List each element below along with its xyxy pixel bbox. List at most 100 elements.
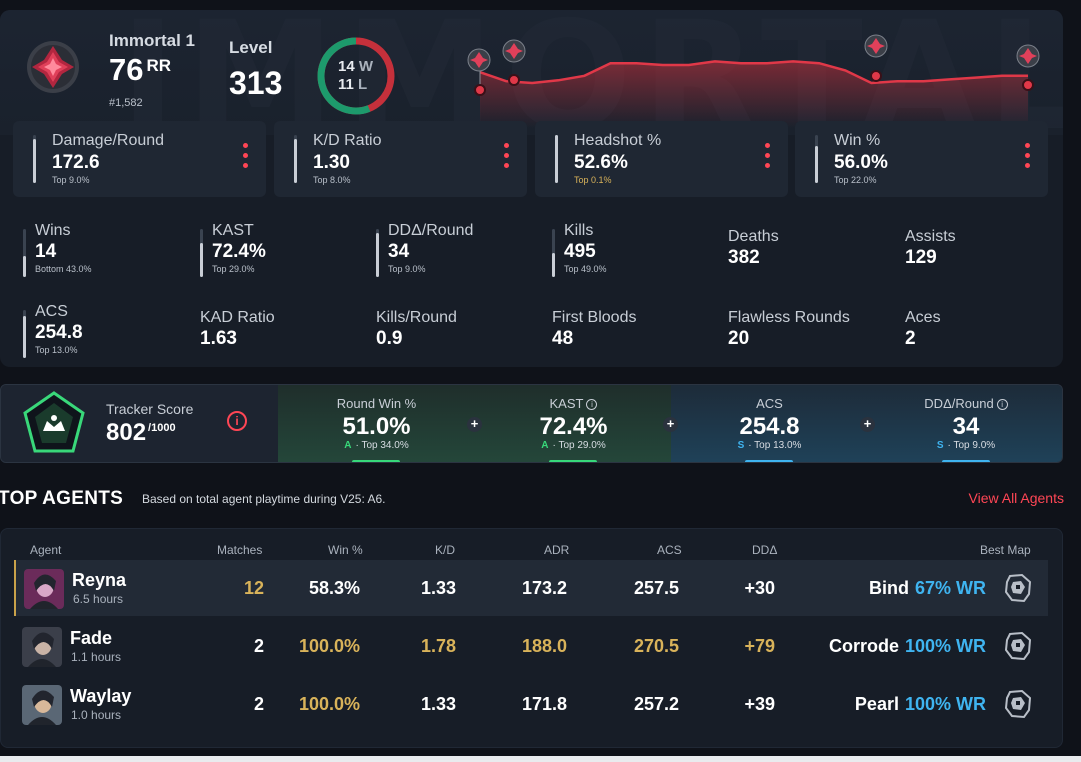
- percentile-bar: [555, 135, 558, 183]
- leaderboard-position: #1,582: [109, 97, 143, 109]
- level-label: Level: [229, 38, 273, 57]
- stat-value: 34: [388, 241, 410, 262]
- rr-history-line: [479, 60, 1028, 85]
- stat-label: Flawless Rounds: [728, 309, 850, 326]
- col-header-agent[interactable]: Agent: [30, 543, 62, 557]
- stat-value: 1.30: [313, 152, 350, 173]
- agent-avatar-reyna: [24, 569, 64, 609]
- info-icon[interactable]: i: [996, 399, 1008, 410]
- agent-matches: 2: [253, 636, 264, 656]
- view-all-agents-link[interactable]: View All Agents: [968, 490, 1064, 506]
- grade-indicator: [942, 460, 990, 462]
- agent-adr: 171.8: [521, 694, 567, 714]
- rank-rr: 76 RR: [109, 52, 172, 87]
- stat-acs: ACS 254.8 Top 13.0%: [23, 299, 193, 359]
- tracker-metric-acs: ACS 254.8 S · Top 13.0%: [671, 385, 868, 462]
- stat-label: Kills/Round: [376, 309, 457, 326]
- stat-value: 172.6: [52, 152, 100, 173]
- agent-dda: +30: [744, 578, 775, 598]
- stat-value: 56.0%: [834, 152, 888, 173]
- agent-win: 58.3%: [308, 578, 360, 598]
- info-icon[interactable]: i: [586, 399, 598, 410]
- agent-playtime: 6.5 hours: [73, 592, 124, 606]
- col-header-dda[interactable]: DDΔ: [752, 543, 778, 557]
- col-header-acs[interactable]: ACS: [657, 543, 682, 557]
- tracker-score-label: Tracker Score: [106, 401, 194, 417]
- stat-assists: Assists 129: [905, 224, 1063, 284]
- stat-percentile: Bottom 43.0%: [35, 264, 92, 274]
- stat-value: 52.6%: [574, 152, 628, 173]
- stat-percentile: Top 29.0%: [212, 264, 255, 274]
- level-value: 313: [229, 65, 283, 101]
- agent-kd: 1.33: [420, 694, 456, 714]
- map-icon: [1004, 573, 1032, 603]
- tracker-score-info-icon[interactable]: i: [227, 411, 247, 431]
- stat-value: 48: [552, 328, 574, 349]
- col-header-kd[interactable]: K/D: [435, 543, 456, 557]
- metric-value: 254.8: [739, 413, 800, 440]
- agent-row-reyna[interactable]: Reyna 6.5 hours 12 58.3% 1.33 173.2 257.5 +30 Bi…: [14, 560, 1048, 616]
- percentile-bar: [815, 135, 818, 183]
- stat-card-2: K/D Ratio 1.30 Top 8.0%: [274, 121, 527, 197]
- tracker-score-strip: Tracker Score 802/1000 i Round Win % 51.0…: [0, 384, 1063, 463]
- more-options-icon[interactable]: [765, 143, 770, 171]
- rank-marker-1[interactable]: [467, 48, 491, 96]
- plus-icon: +: [663, 417, 678, 432]
- tracker-score-panel: Tracker Score 802/1000 i: [1, 385, 278, 462]
- percentile-bar: [376, 229, 379, 277]
- stat-first-bloods: First Bloods 48: [552, 305, 722, 365]
- metric-label: KAST i: [475, 396, 672, 411]
- rank-marker-2[interactable]: [502, 39, 526, 86]
- stat-aces: Aces 2: [905, 305, 1063, 365]
- rr-history-area: [480, 61, 1028, 128]
- stat-wins: Wins 14 Bottom 43.0%: [23, 218, 193, 278]
- agent-adr: 173.2: [521, 578, 567, 598]
- stat-card-4: Win % 56.0% Top 22.0%: [795, 121, 1048, 197]
- agent-acs: 270.5: [633, 636, 679, 656]
- agent-name: Fade: [70, 628, 113, 648]
- agent-matches: 12: [243, 578, 264, 598]
- rank-marker-4[interactable]: [1016, 44, 1040, 91]
- percentile-bar: [23, 310, 26, 358]
- percentile-bar: [33, 135, 36, 183]
- metric-label: DDΔ/Round i: [868, 396, 1062, 411]
- stat-value: 495: [564, 241, 596, 262]
- stat-value: 72.4%: [212, 241, 266, 262]
- rank-marker-3[interactable]: [864, 34, 888, 82]
- col-header-adr[interactable]: ADR: [544, 543, 570, 557]
- page-bottom-edge: [0, 756, 1081, 762]
- col-header-win[interactable]: Win %: [328, 543, 363, 557]
- plus-icon: +: [467, 417, 482, 432]
- stat-percentile: Top 49.0%: [564, 264, 607, 274]
- map-icon: [1004, 631, 1032, 661]
- immortal-rank-icon: [27, 41, 79, 93]
- agent-acs: 257.5: [633, 578, 679, 598]
- more-options-icon[interactable]: [1025, 143, 1030, 171]
- col-header-matches[interactable]: Matches: [217, 543, 263, 557]
- stat-label: Wins: [35, 222, 71, 239]
- tracker-metric-round-win-: Round Win % 51.0% A · Top 34.0%: [278, 385, 475, 462]
- stat-label: K/D Ratio: [313, 132, 382, 149]
- stat-percentile: Top 9.0%: [388, 264, 426, 274]
- percentile-bar: [552, 229, 555, 277]
- percentile-bar: [294, 135, 297, 183]
- grade-indicator: [352, 460, 400, 462]
- more-options-icon[interactable]: [243, 143, 248, 171]
- wins-count: 14 W: [338, 58, 374, 75]
- stat-value: 2: [905, 328, 916, 349]
- col-header-best-map[interactable]: Best Map: [980, 543, 1031, 557]
- stat-label: Aces: [905, 309, 941, 326]
- rr-history-chart: [467, 34, 1040, 128]
- stat-percentile: Top 8.0%: [313, 175, 351, 185]
- agent-matches: 2: [253, 694, 264, 714]
- metric-value: 34: [952, 413, 980, 440]
- agent-row-fade[interactable]: Fade 1.1 hours 2 100.0% 1.78 188.0 270.5 +79 Cor…: [14, 618, 1048, 674]
- metric-grade: S · Top 13.0%: [737, 440, 802, 451]
- stat-percentile: Top 22.0%: [834, 175, 877, 185]
- agent-kd: 1.78: [420, 636, 456, 656]
- stat-card-1: Damage/Round 172.6 Top 9.0%: [13, 121, 266, 197]
- agent-adr: 188.0: [521, 636, 567, 656]
- more-options-icon[interactable]: [504, 143, 509, 171]
- agent-row-waylay[interactable]: Waylay 1.0 hours 2 100.0% 1.33 171.8 257.2 +39 P…: [14, 676, 1048, 732]
